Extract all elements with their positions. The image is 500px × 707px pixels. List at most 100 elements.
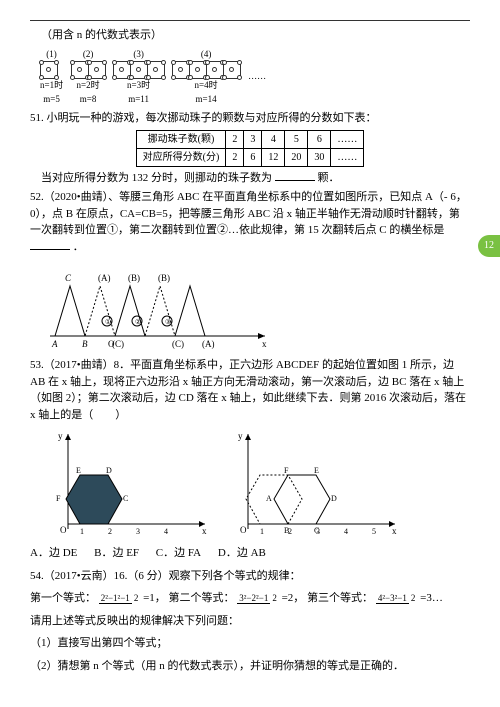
svg-text:4: 4 [164, 527, 168, 536]
svg-text:2: 2 [108, 527, 112, 536]
eq3-frac: 4²−3²−12 [376, 592, 418, 606]
page-number-badge: 12 [478, 235, 500, 257]
q52-text: 52.（2020•曲靖）、等腰三角形 ABC 在平面直角坐标系中的位置如图所示，… [30, 191, 467, 236]
svg-text:F: F [56, 494, 61, 503]
svg-text:③: ③ [165, 318, 171, 326]
svg-text:(B): (B) [158, 273, 170, 283]
q52-tail: ． [73, 241, 84, 253]
svg-text:A: A [266, 494, 272, 503]
eq2-frac: 3²−2²−12 [237, 592, 279, 606]
eq1-r: =1， [143, 592, 166, 604]
q51-th3: 4 [262, 130, 285, 148]
svg-text:①: ① [105, 318, 111, 326]
fig-1-l2: m=5 [40, 93, 63, 107]
svg-text:x: x [202, 526, 207, 536]
q54-p2: （2）猜想第 n 个等式（用 n 的代数式表示），并证明你猜想的等式是正确的． [30, 658, 470, 675]
q53-optA: A．边 DE [30, 547, 77, 559]
fig-2-cap: (2) [71, 48, 105, 62]
fig-1-l1: n=1时 [40, 79, 63, 93]
q51-r5: 30 [308, 148, 331, 166]
square-figure-row: (1) n=1时 m=5 (2) n=2时 m=8 (3) n=3时 m=11 … [40, 48, 470, 107]
svg-text:②: ② [135, 318, 141, 326]
fig-3-l2: m=11 [113, 93, 164, 107]
svg-text:3: 3 [316, 527, 320, 536]
q51-table: 挪动珠子数(颗) 2 3 4 5 6 …… 对应所得分数(分) 2 6 12 2… [136, 130, 365, 167]
q51-r6: …… [331, 148, 364, 166]
q51-th1: 2 [226, 130, 244, 148]
eq1-label: 第一个等式： [30, 592, 96, 604]
fig-4-l2: m=14 [172, 93, 240, 107]
q51-r0: 对应所得分数(分) [136, 148, 226, 166]
q52-blank [30, 249, 70, 250]
fig-4: (4) n=4时 m=14 [172, 48, 240, 107]
fig-2: (2) n=2时 m=8 [71, 48, 105, 107]
svg-text:x: x [262, 339, 267, 349]
svg-text:4: 4 [344, 527, 348, 536]
svg-text:3: 3 [136, 527, 140, 536]
eq3-label: 第三个等式： [307, 592, 373, 604]
svg-text:C: C [123, 494, 128, 503]
fig-2-l2: m=8 [71, 93, 105, 107]
q53-optC: C．边 FA [156, 547, 201, 559]
q51-r2: 6 [244, 148, 262, 166]
eq1-frac: 2²−1²−12 [99, 592, 141, 606]
q54-equations: 第一个等式： 2²−1²−12 =1， 第二个等式： 3²−2²−12 =2， … [30, 590, 470, 607]
fig-dots: …… [248, 70, 266, 84]
q51-text: 51. 小明玩一种的游戏，每次挪动珠子的颗数与对应所得的分数如下表： [30, 110, 470, 127]
svg-text:2: 2 [288, 527, 292, 536]
q51-tail2: 颗． [318, 172, 340, 184]
fig-3-cap: (3) [113, 48, 164, 62]
q53-optD: D．边 AB [218, 547, 266, 559]
q53-optB: B．边 EF [94, 547, 139, 559]
q51-r4: 20 [285, 148, 308, 166]
top-rule [30, 20, 470, 21]
q51-th2: 3 [244, 130, 262, 148]
eq2-r: =2， [282, 592, 305, 604]
q51-th4: 5 [285, 130, 308, 148]
svg-text:y: y [58, 431, 63, 441]
svg-text:O: O [60, 525, 67, 535]
svg-text:(B): (B) [128, 273, 140, 283]
q51-th6: …… [331, 130, 364, 148]
fig-3: (3) n=3时 m=11 [113, 48, 164, 107]
fig-1: (1) n=1时 m=5 [40, 48, 63, 107]
svg-text:(A): (A) [202, 339, 215, 349]
q53-options: A．边 DE B．边 EF C．边 FA D．边 AB [30, 545, 470, 562]
fig-4-cap: (4) [172, 48, 240, 62]
q54-p1: （1）直接写出第四个等式； [30, 635, 470, 652]
q51-th5: 6 [308, 130, 331, 148]
svg-text:(C): (C) [172, 339, 184, 349]
hex-graph-1: O x y A B C D E F 12 34 [50, 429, 210, 539]
q51-tail: 当对应所得分数为 132 分时，则挪动的珠子数为 [41, 172, 272, 184]
triangle-graph: x A C B (A) (C) (B) (B) (C) (A) ① ② ③ O [50, 261, 470, 351]
q54-text: 54.（2017•云南）16.（6 分）观察下列各个等式的规律： [30, 568, 470, 585]
svg-text:D: D [331, 494, 337, 503]
svg-text:O: O [240, 525, 247, 535]
svg-text:D: D [106, 466, 112, 475]
svg-text:O: O [108, 339, 115, 349]
hexagon-graphs: O x y A B C D E F 12 34 O x y B C D E F … [50, 429, 470, 539]
svg-text:E: E [314, 466, 319, 475]
fig-1-cap: (1) [40, 48, 63, 62]
q54-instr: 请用上述等式反映出的规律解决下列问题： [30, 613, 470, 630]
fig-4-l1: n=4时 [172, 79, 240, 93]
q51-blank [275, 180, 315, 181]
svg-text:F: F [284, 466, 289, 475]
fig-2-l1: n=2时 [71, 79, 105, 93]
eq2-label: 第二个等式： [169, 592, 235, 604]
fig-3-l1: n=3时 [113, 79, 164, 93]
svg-text:C: C [65, 273, 72, 283]
header-note: （用含 n 的代数式表示） [30, 27, 470, 44]
eq3-r: =3… [420, 592, 443, 604]
svg-text:1: 1 [80, 527, 84, 536]
svg-text:(A): (A) [98, 273, 111, 283]
q51-tail-line: 当对应所得分数为 132 分时，则挪动的珠子数为 颗． [30, 170, 470, 187]
q52-line: 52.（2020•曲靖）、等腰三角形 ABC 在平面直角坐标系中的位置如图所示，… [30, 189, 470, 255]
svg-text:y: y [238, 431, 243, 441]
svg-text:x: x [392, 526, 397, 536]
svg-text:1: 1 [260, 527, 264, 536]
q51-th0: 挪动珠子数(颗) [136, 130, 226, 148]
svg-text:B: B [82, 339, 88, 349]
q51-r3: 12 [262, 148, 285, 166]
svg-text:5: 5 [372, 527, 376, 536]
